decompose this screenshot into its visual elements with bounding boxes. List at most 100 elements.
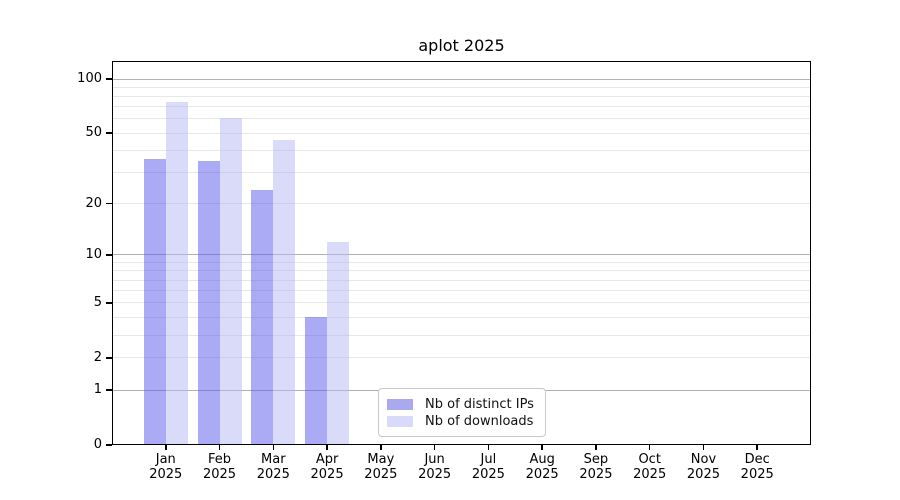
bar-distinct-ips-feb: [197, 160, 220, 445]
minor-gridline: [112, 302, 811, 304]
bar-downloads-feb: [219, 117, 242, 445]
y-tick-label: 0: [93, 437, 102, 452]
legend-swatch-distinct-ips: [387, 399, 413, 410]
x-tick-month: Jun: [424, 452, 445, 467]
x-tick-label: Sep 2025: [568, 452, 624, 482]
y-tick-mark: [106, 444, 112, 446]
y-tick-mark: [106, 389, 112, 391]
x-tick-label: May 2025: [353, 452, 409, 482]
x-tick-year: 2025: [418, 467, 452, 482]
legend-label-downloads: Nb of downloads: [425, 414, 534, 429]
y-tick-mark: [106, 254, 112, 256]
x-tick-mark: [648, 445, 651, 450]
x-tick-year: 2025: [579, 467, 613, 482]
x-tick-label: Nov 2025: [675, 452, 731, 482]
legend-label-distinct-ips: Nb of distinct IPs: [425, 397, 534, 412]
x-tick-label: Feb 2025: [192, 452, 248, 482]
x-tick-year: 2025: [471, 467, 505, 482]
x-tick-mark: [756, 445, 758, 450]
major-gridline: [112, 254, 811, 256]
y-tick-mark: [106, 302, 112, 304]
x-tick-month: Mar: [261, 452, 286, 467]
x-tick-label: Jun 2025: [407, 452, 463, 482]
minor-gridline: [112, 132, 811, 134]
minor-gridline: [112, 96, 811, 97]
x-tick-mark: [541, 445, 543, 450]
x-tick-month: Apr: [315, 452, 339, 467]
x-tick-label: Oct 2025: [622, 452, 678, 482]
y-tick-label: 100: [77, 71, 102, 86]
y-tick-mark: [106, 132, 112, 134]
y-tick-label: 2: [93, 349, 102, 365]
x-tick-month: Jan: [155, 452, 176, 467]
x-tick-label: Mar 2025: [245, 452, 301, 482]
bar-distinct-ips-apr: [305, 317, 328, 445]
x-tick-mark: [487, 445, 490, 450]
x-tick-mark: [218, 445, 221, 450]
x-tick-mark: [595, 445, 597, 450]
plot-area: [112, 61, 811, 445]
x-tick-label: Jul 2025: [460, 452, 516, 482]
minor-gridline: [112, 118, 811, 120]
minor-gridline: [112, 334, 811, 336]
minor-gridline: [112, 106, 811, 108]
minor-gridline: [112, 279, 811, 281]
x-tick-mark: [702, 445, 705, 450]
x-tick-month: Jul: [480, 452, 497, 467]
x-tick-year: 2025: [256, 467, 290, 482]
x-tick-month: Nov: [690, 452, 717, 467]
bar-downloads-jan: [165, 101, 188, 445]
bar-downloads-mar: [273, 139, 296, 445]
minor-gridline: [112, 86, 811, 88]
major-gridline: [112, 78, 811, 80]
minor-gridline: [112, 203, 811, 205]
x-tick-year: 2025: [310, 467, 344, 482]
x-tick-mark: [433, 445, 436, 450]
legend: Nb of distinct IPs Nb of downloads: [378, 388, 546, 437]
x-tick-year: 2025: [202, 467, 237, 482]
minor-gridline: [112, 290, 811, 292]
x-tick-label: Apr 2025: [299, 452, 355, 482]
x-tick-mark: [165, 445, 167, 450]
x-tick-month: Dec: [744, 452, 770, 467]
y-tick-mark: [106, 202, 112, 205]
y-tick-mark: [106, 357, 112, 359]
x-tick-mark: [326, 445, 328, 450]
x-tick-month: Sep: [583, 452, 609, 467]
x-tick-year: 2025: [686, 467, 720, 482]
x-tick-label: Aug 2025: [514, 452, 570, 482]
bar-distinct-ips-jan: [143, 158, 166, 445]
x-tick-year: 2025: [364, 467, 398, 482]
chart-title: aplot 2025: [418, 36, 505, 55]
x-tick-year: 2025: [740, 467, 774, 482]
y-tick-label: 20: [85, 195, 102, 211]
x-tick-label: Jan 2025: [138, 452, 194, 482]
x-tick-year: 2025: [633, 467, 667, 482]
minor-gridline: [112, 357, 811, 359]
x-tick-month: Oct: [638, 452, 661, 467]
legend-item-distinct-ips: Nb of distinct IPs: [387, 396, 536, 413]
bar-distinct-ips-mar: [251, 189, 274, 445]
x-tick-mark: [272, 445, 275, 450]
minor-gridline: [112, 150, 811, 151]
minor-gridline: [112, 172, 811, 174]
y-tick-label: 10: [85, 246, 102, 262]
x-tick-month: May: [367, 452, 395, 467]
legend-swatch-downloads: [387, 416, 413, 427]
x-tick-label: Dec 2025: [729, 452, 785, 482]
x-tick-month: Feb: [208, 452, 232, 467]
minor-gridline: [112, 270, 811, 272]
y-tick-label: 50: [85, 125, 102, 141]
minor-gridline: [112, 261, 811, 263]
x-tick-year: 2025: [149, 467, 183, 482]
x-tick-mark: [380, 445, 382, 450]
bar-downloads-apr: [327, 241, 350, 445]
y-tick-mark: [106, 78, 112, 80]
minor-gridline: [112, 316, 811, 318]
x-tick-year: 2025: [525, 467, 559, 482]
y-tick-label: 1: [93, 382, 102, 398]
y-tick-label: 5: [93, 294, 102, 310]
legend-item-downloads: Nb of downloads: [387, 413, 536, 430]
x-tick-month: Aug: [529, 452, 555, 467]
